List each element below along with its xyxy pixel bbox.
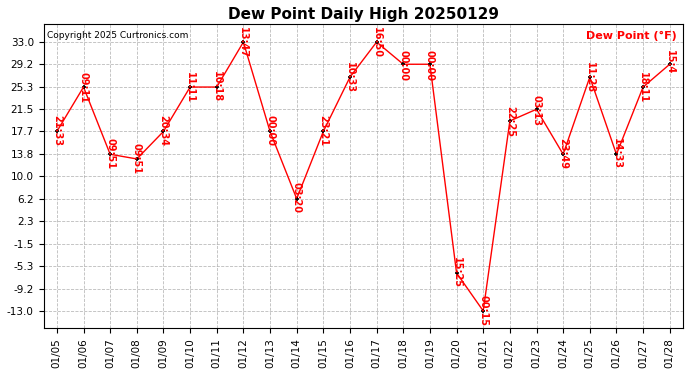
Text: 09:11: 09:11 [79, 72, 88, 104]
Text: 22:25: 22:25 [505, 106, 515, 137]
Point [211, 84, 222, 90]
Point [51, 129, 62, 135]
Point [531, 106, 542, 112]
Text: 23:49: 23:49 [558, 138, 568, 169]
Point [318, 129, 329, 135]
Point [664, 61, 676, 67]
Point [344, 74, 355, 80]
Point [105, 151, 116, 157]
Point [451, 270, 462, 276]
Title: Dew Point Daily High 20250129: Dew Point Daily High 20250129 [228, 7, 499, 22]
Text: 03:20: 03:20 [292, 182, 302, 213]
Point [238, 39, 249, 45]
Point [185, 84, 196, 90]
Point [371, 39, 382, 45]
Point [638, 84, 649, 90]
Text: 15:4: 15:4 [664, 50, 675, 74]
Point [477, 308, 489, 314]
Point [558, 151, 569, 157]
Text: 00:15: 00:15 [478, 294, 489, 326]
Point [264, 129, 275, 135]
Text: 15:25: 15:25 [451, 256, 462, 288]
Point [584, 74, 595, 80]
Text: 09:51: 09:51 [105, 138, 115, 169]
Text: Copyright 2025 Curtronics.com: Copyright 2025 Curtronics.com [47, 31, 188, 40]
Text: 14:33: 14:33 [611, 138, 622, 169]
Text: 21:33: 21:33 [52, 115, 62, 146]
Point [611, 151, 622, 157]
Text: 09:51: 09:51 [132, 142, 142, 174]
Text: 20:34: 20:34 [159, 115, 168, 146]
Text: 00:00: 00:00 [398, 50, 408, 81]
Text: 13:47: 13:47 [238, 27, 248, 58]
Text: 11:11: 11:11 [185, 72, 195, 104]
Point [504, 118, 515, 124]
Text: 23:21: 23:21 [318, 115, 328, 146]
Text: 00:00: 00:00 [265, 115, 275, 146]
Text: Dew Point (°F): Dew Point (°F) [586, 31, 677, 40]
Point [78, 84, 89, 90]
Text: 16:50: 16:50 [372, 27, 382, 58]
Text: 00:00: 00:00 [425, 50, 435, 81]
Text: 11:28: 11:28 [585, 63, 595, 94]
Point [424, 61, 435, 67]
Text: 10:18: 10:18 [212, 70, 221, 102]
Point [131, 156, 142, 162]
Point [291, 196, 302, 202]
Text: 03:13: 03:13 [531, 94, 542, 126]
Text: 18:11: 18:11 [638, 72, 648, 104]
Point [397, 61, 408, 67]
Text: 10:33: 10:33 [345, 63, 355, 93]
Point [158, 129, 169, 135]
